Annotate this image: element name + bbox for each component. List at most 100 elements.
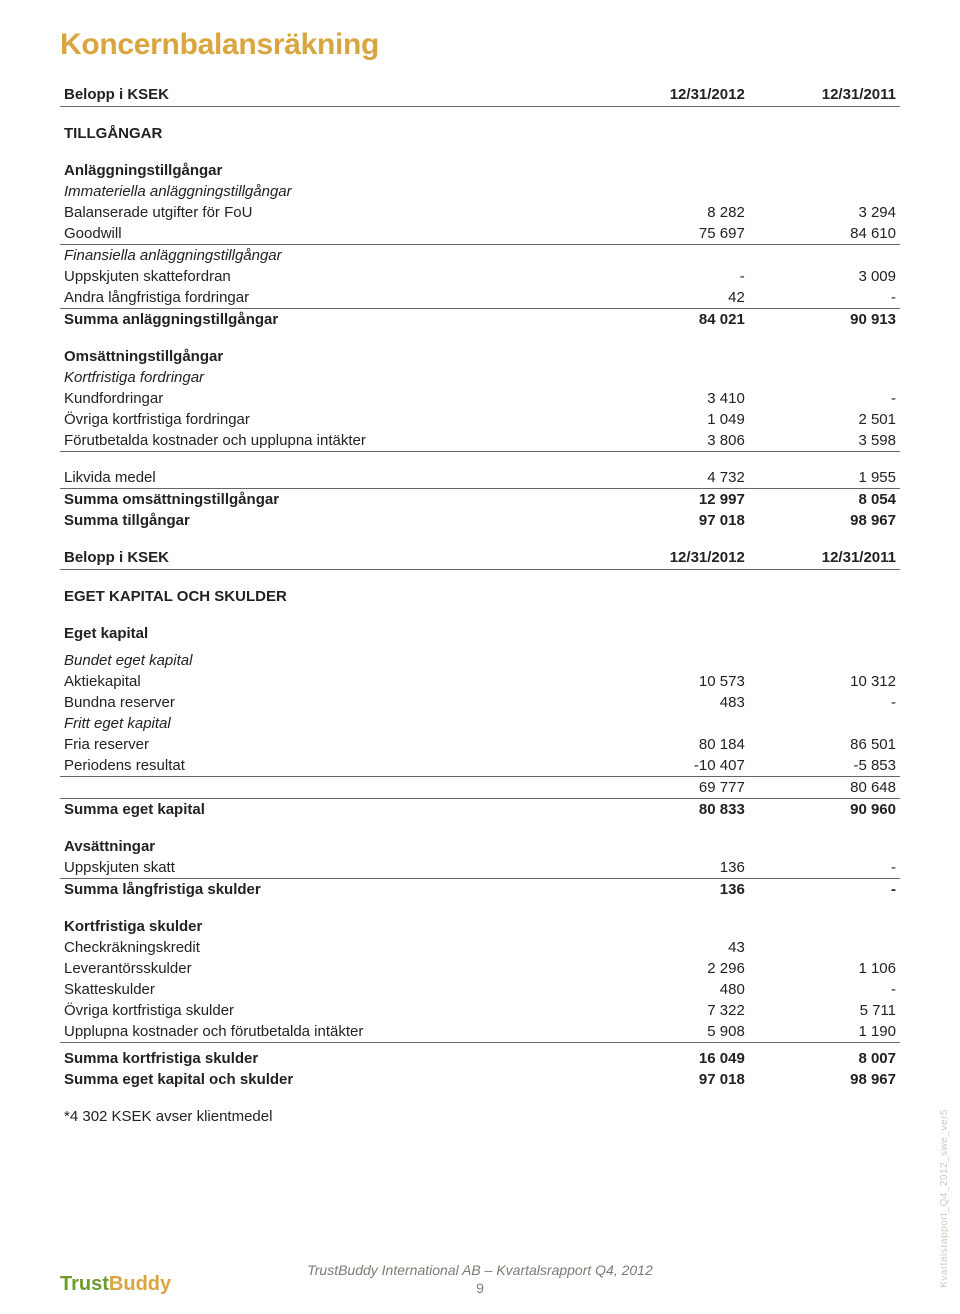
row-val: 98 967 xyxy=(749,1069,900,1090)
row-label: Periodens resultat xyxy=(60,755,598,777)
col2-y2: 12/31/2011 xyxy=(749,547,900,570)
row-val: - xyxy=(749,878,900,900)
sum-assets-label: Summa tillgångar xyxy=(60,510,598,531)
equity-liab-heading: EGET KAPITAL OCH SKULDER xyxy=(60,586,598,607)
row-val: 12 997 xyxy=(598,489,749,511)
row-val: 483 xyxy=(598,692,749,713)
sum-current-label: Summa omsättningstillgångar xyxy=(60,489,598,511)
row-label: Övriga kortfristiga fordringar xyxy=(60,409,598,430)
row-val: -5 853 xyxy=(749,755,900,777)
row-val: 3 410 xyxy=(598,388,749,409)
page-number: 9 xyxy=(0,1280,960,1296)
unrestricted-heading: Fritt eget kapital xyxy=(60,713,598,734)
row-val: 90 960 xyxy=(749,798,900,820)
row-val: 43 xyxy=(598,937,749,958)
row-val: 86 501 xyxy=(749,734,900,755)
row-val xyxy=(749,937,900,958)
row-val: 4 732 xyxy=(598,467,749,489)
row-val: 2 501 xyxy=(749,409,900,430)
col-y1: 12/31/2012 xyxy=(598,84,749,107)
sum-curliab-label: Summa kortfristiga skulder xyxy=(60,1048,598,1069)
sum-fixed-b: 90 913 xyxy=(749,308,900,330)
row-val: 7 322 xyxy=(598,1000,749,1021)
col2-y1: 12/31/2012 xyxy=(598,547,749,570)
financial-heading: Finansiella anläggningstillgångar xyxy=(60,244,598,266)
footnote: *4 302 KSEK avser klientmedel xyxy=(60,1106,598,1127)
row-val: 5 908 xyxy=(598,1021,749,1043)
row-val: 10 312 xyxy=(749,671,900,692)
footer-text: TrustBuddy International AB – Kvartalsra… xyxy=(307,1262,653,1278)
col-y2: 12/31/2011 xyxy=(749,84,900,107)
assets-heading: TILLGÅNGAR xyxy=(60,123,598,144)
row-val: 8 007 xyxy=(749,1048,900,1069)
restricted-heading: Bundet eget kapital xyxy=(60,650,598,671)
fixed-assets-heading: Anläggningstillgångar xyxy=(60,160,598,181)
row-val: 480 xyxy=(598,979,749,1000)
row-val: 8 282 xyxy=(598,202,749,223)
row-label: Goodwill xyxy=(60,223,598,245)
row-label: Aktiekapital xyxy=(60,671,598,692)
row-val: - xyxy=(749,979,900,1000)
row-label: Övriga kortfristiga skulder xyxy=(60,1000,598,1021)
row-val: 98 967 xyxy=(749,510,900,531)
row-val: 80 833 xyxy=(598,798,749,820)
row-val: 80 184 xyxy=(598,734,749,755)
row-label: Uppskjuten skatt xyxy=(60,857,598,879)
current-assets-heading: Omsättningstillgångar xyxy=(60,346,598,367)
row-val: 1 190 xyxy=(749,1021,900,1043)
row-val: - xyxy=(749,388,900,409)
row-val: 16 049 xyxy=(598,1048,749,1069)
row-val: -10 407 xyxy=(598,755,749,777)
sum-fixed-label: Summa anläggningstillgångar xyxy=(60,308,598,330)
row-val: - xyxy=(749,692,900,713)
col-label2: Belopp i KSEK xyxy=(60,547,598,570)
row-val: - xyxy=(749,857,900,879)
balance-sheet-table: Belopp i KSEK 12/31/2012 12/31/2011 TILL… xyxy=(60,84,900,1127)
row-val: 80 648 xyxy=(749,776,900,798)
sum-fixed-a: 84 021 xyxy=(598,308,749,330)
row-val: 97 018 xyxy=(598,510,749,531)
row-val: - xyxy=(598,266,749,287)
row-label: Upplupna kostnader och förutbetalda intä… xyxy=(60,1021,598,1043)
receivables-heading: Kortfristiga fordringar xyxy=(60,367,598,388)
row-label: Leverantörsskulder xyxy=(60,958,598,979)
current-liab-heading: Kortfristiga skulder xyxy=(60,916,598,937)
intangible-heading: Immateriella anläggningstillgångar xyxy=(60,181,598,202)
sum-all-label: Summa eget kapital och skulder xyxy=(60,1069,598,1090)
row-val: 97 018 xyxy=(598,1069,749,1090)
row-label: Bundna reserver xyxy=(60,692,598,713)
row-val: 3 598 xyxy=(749,430,900,452)
row-val: 5 711 xyxy=(749,1000,900,1021)
row-val: 3 009 xyxy=(749,266,900,287)
row-label: Checkräkningskredit xyxy=(60,937,598,958)
side-text: Kvartalsrapport_Q4_2012_swe_ver5 xyxy=(939,1109,950,1288)
row-val: 8 054 xyxy=(749,489,900,511)
row-val: 2 296 xyxy=(598,958,749,979)
row-label: Balanserade utgifter för FoU xyxy=(60,202,598,223)
row-val: 10 573 xyxy=(598,671,749,692)
row-val: 42 xyxy=(598,287,749,309)
col-label: Belopp i KSEK xyxy=(60,84,598,107)
row-val: 1 955 xyxy=(749,467,900,489)
row-label: Kundfordringar xyxy=(60,388,598,409)
row-val: - xyxy=(749,287,900,309)
row-label: Andra långfristiga fordringar xyxy=(60,287,598,309)
sum-equity-label: Summa eget kapital xyxy=(60,798,598,820)
provisions-heading: Avsättningar xyxy=(60,836,598,857)
liquid-label: Likvida medel xyxy=(60,467,598,489)
row-val: 75 697 xyxy=(598,223,749,245)
equity-heading: Eget kapital xyxy=(60,623,598,644)
row-val: 3 806 xyxy=(598,430,749,452)
page-title: Koncernbalansräkning xyxy=(60,28,900,62)
row-label: Skatteskulder xyxy=(60,979,598,1000)
row-label: Förutbetalda kostnader och upplupna intä… xyxy=(60,430,598,452)
row-val: 69 777 xyxy=(598,776,749,798)
row-val: 136 xyxy=(598,878,749,900)
row-label: Fria reserver xyxy=(60,734,598,755)
row-val: 1 106 xyxy=(749,958,900,979)
row-label: Uppskjuten skattefordran xyxy=(60,266,598,287)
row-val: 1 049 xyxy=(598,409,749,430)
row-val: 3 294 xyxy=(749,202,900,223)
row-val: 84 610 xyxy=(749,223,900,245)
page-footer: TrustBuddy International AB – Kvartalsra… xyxy=(0,1262,960,1296)
